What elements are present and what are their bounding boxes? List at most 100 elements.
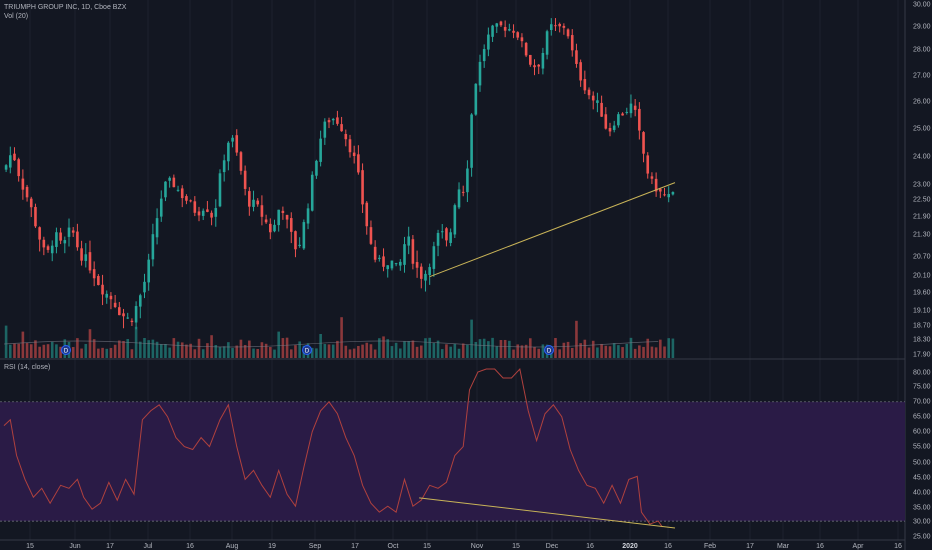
- candle: [210, 212, 213, 218]
- candle: [499, 21, 503, 26]
- time-tick-label: Jul: [144, 543, 153, 550]
- volume-bar: [97, 348, 100, 358]
- volume-bar: [172, 338, 176, 358]
- volume-bar: [155, 341, 159, 358]
- candle: [197, 211, 201, 216]
- candle: [264, 219, 268, 223]
- volume-bar: [403, 341, 406, 358]
- volume-bar: [289, 349, 293, 358]
- time-tick-label: 16: [586, 543, 594, 550]
- volume-bar: [474, 341, 478, 358]
- candle: [348, 139, 352, 153]
- candle: [612, 125, 616, 130]
- candle: [126, 317, 130, 319]
- volume-bar: [629, 337, 633, 358]
- volume-bar: [495, 346, 499, 358]
- volume-bar: [419, 345, 423, 358]
- volume-bar: [617, 345, 620, 358]
- volume-bar: [218, 347, 222, 358]
- candle: [84, 254, 88, 261]
- candle: [562, 25, 566, 28]
- symbol-legend[interactable]: TRIUMPH GROUP INC, 1D, Cboe BZX: [4, 4, 127, 11]
- volume-bar: [260, 342, 264, 358]
- volume-bar: [281, 338, 285, 358]
- dividend-marker-label: D: [64, 349, 69, 355]
- candle: [80, 248, 83, 261]
- candle: [256, 200, 260, 205]
- price-tick-label: 21.90: [913, 214, 931, 221]
- rsi-tick-label: 40.00: [913, 490, 931, 497]
- candle: [222, 160, 226, 173]
- time-tick-label: 16: [816, 543, 824, 550]
- candle: [621, 113, 624, 116]
- candle: [231, 137, 234, 142]
- candle: [294, 231, 297, 250]
- candle: [323, 121, 327, 138]
- candle: [176, 189, 180, 191]
- volume-bar: [235, 345, 239, 358]
- time-tick-label: Jun: [69, 543, 80, 550]
- candle: [558, 23, 561, 27]
- candle: [118, 307, 121, 316]
- volume-bar: [336, 340, 339, 358]
- price-tick-label: 18.30: [913, 337, 931, 344]
- candle: [302, 222, 306, 249]
- candle: [633, 105, 637, 110]
- volume-bar: [8, 344, 12, 358]
- candle: [306, 208, 310, 224]
- volume-bar: [197, 338, 201, 358]
- candle: [638, 108, 641, 131]
- candle: [508, 29, 511, 31]
- candle: [134, 306, 138, 323]
- candle: [239, 152, 243, 171]
- candle: [243, 170, 247, 189]
- candle: [495, 23, 499, 27]
- volume-bar: [487, 341, 490, 358]
- candle: [55, 232, 58, 247]
- volume-bar: [470, 319, 473, 358]
- candles: [4, 18, 675, 330]
- candle: [227, 142, 230, 162]
- candle: [415, 262, 419, 268]
- candle: [554, 25, 557, 27]
- price-tick-label: 24.00: [913, 154, 931, 161]
- candle: [424, 273, 427, 281]
- volume-bar: [109, 347, 113, 358]
- volume-bar: [239, 339, 243, 358]
- price-tick-label: 18.70: [913, 323, 931, 330]
- candle: [63, 240, 67, 244]
- candle: [591, 95, 595, 101]
- rsi-tick-label: 50.00: [913, 460, 931, 467]
- volume-legend[interactable]: Vol (20): [4, 13, 29, 20]
- volume-bar: [432, 342, 436, 358]
- rsi-legend[interactable]: RSI (14, close): [4, 364, 51, 371]
- price-tick-label: 29.00: [913, 24, 931, 31]
- volume-bar: [59, 346, 62, 358]
- candle: [206, 209, 209, 212]
- candle: [503, 27, 507, 31]
- rsi-tick-label: 45.00: [913, 475, 931, 482]
- candle: [382, 256, 385, 267]
- volume-bar: [352, 348, 356, 358]
- volume-bar: [231, 348, 234, 358]
- candle: [4, 165, 8, 170]
- volume-bar: [143, 337, 146, 358]
- volume-bar: [323, 344, 327, 358]
- price-tick-label: 27.00: [913, 73, 931, 80]
- volume-bar: [113, 344, 117, 358]
- candle: [403, 244, 406, 265]
- volume-bar: [482, 338, 486, 358]
- candle: [147, 259, 150, 283]
- volume-bar: [122, 340, 125, 358]
- volume-bar: [21, 331, 25, 358]
- volume-bar: [529, 338, 532, 358]
- volume-bar: [34, 340, 37, 358]
- candle: [92, 269, 96, 279]
- candle: [269, 223, 272, 233]
- candle: [604, 114, 608, 129]
- volume-bar: [373, 349, 377, 358]
- candle: [453, 205, 457, 235]
- volume-bar: [440, 349, 444, 358]
- time-tick-label: Feb: [704, 543, 716, 550]
